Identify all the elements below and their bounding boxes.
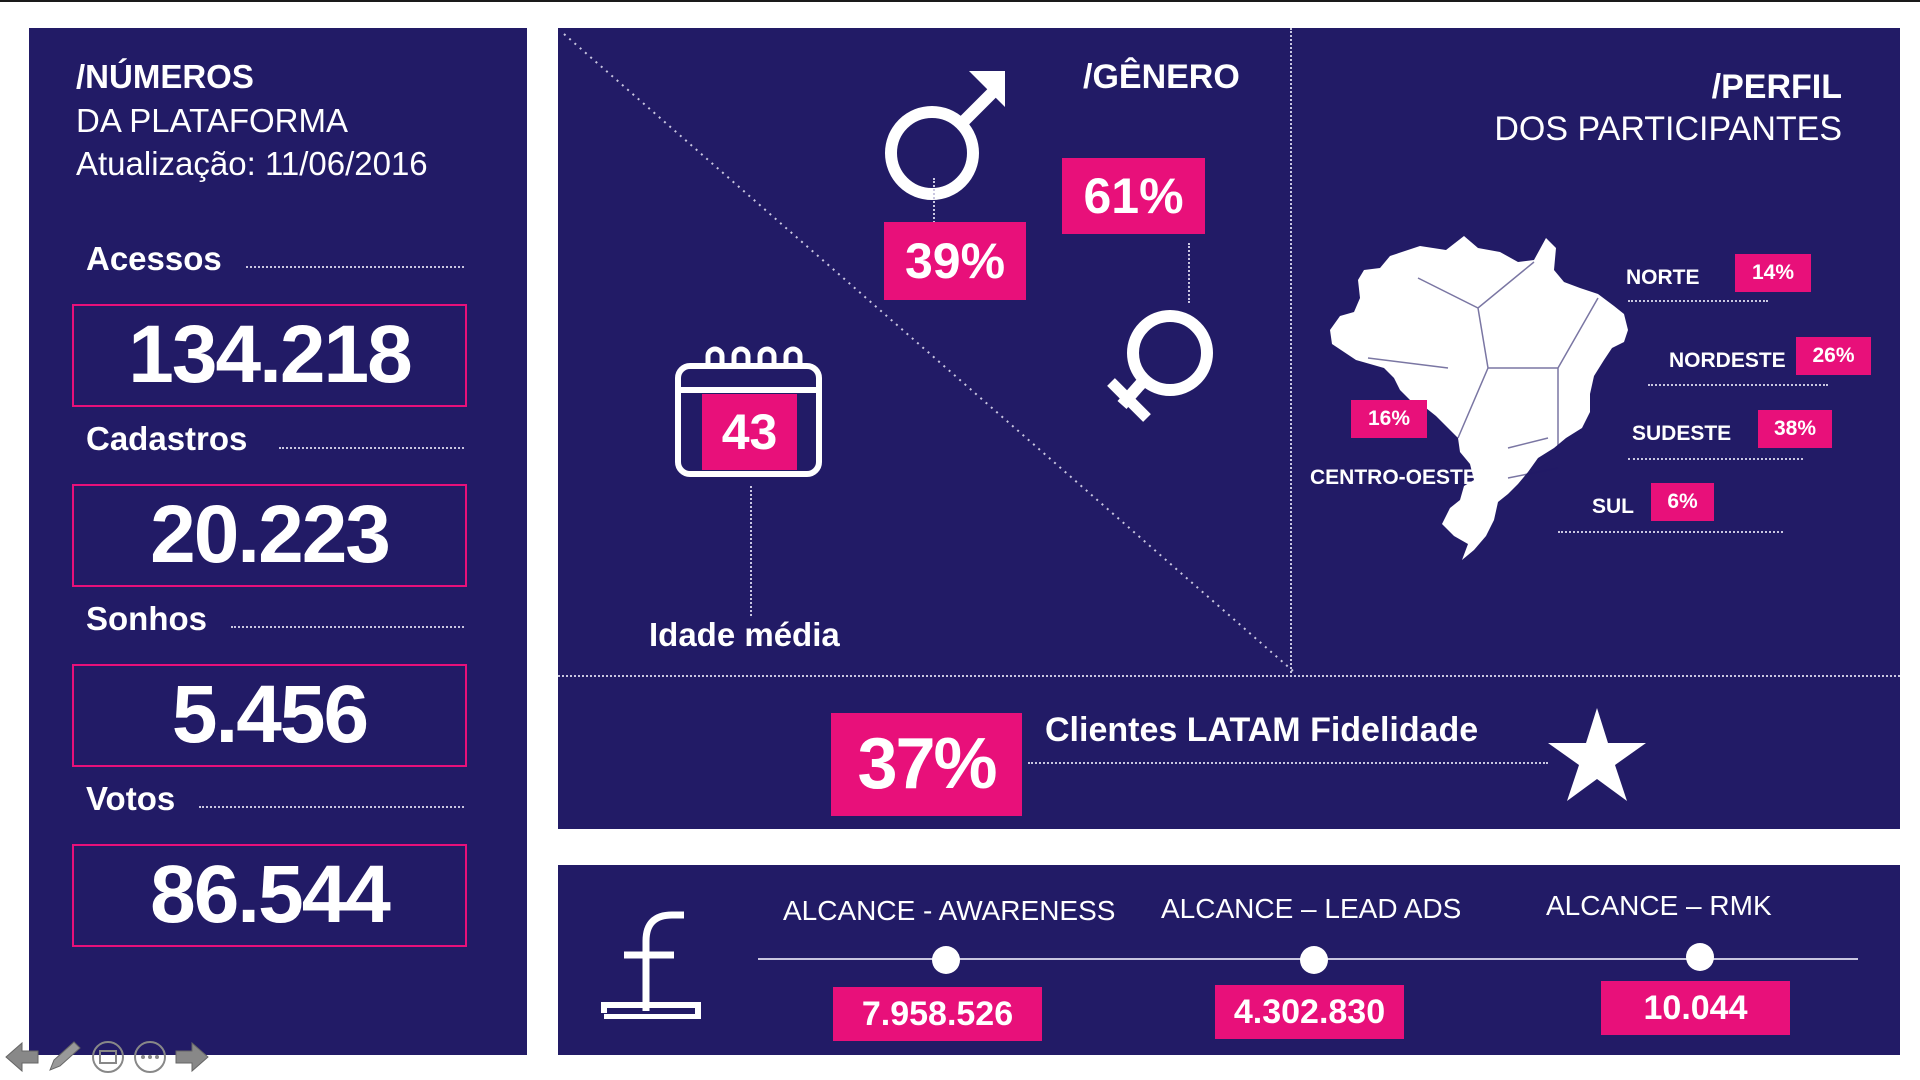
timeline-dot xyxy=(1300,946,1328,974)
numbers-panel: /NÚMEROS DA PLATAFORMA Atualização: 11/0… xyxy=(29,28,527,1055)
region-pct-centro-oeste: 16% xyxy=(1351,400,1427,438)
fb-value-rmk: 10.044 xyxy=(1601,981,1790,1035)
update-date: Atualização: 11/06/2016 xyxy=(76,145,428,182)
female-connector xyxy=(1188,243,1190,303)
dotted-leader xyxy=(199,806,464,808)
region-pct-sudeste: 38% xyxy=(1758,410,1832,448)
region-pct-sul: 6% xyxy=(1651,483,1714,521)
facebook-panel: ALCANCE - AWARENESS 7.958.526 ALCANCE – … xyxy=(558,865,1900,1055)
fb-label-awareness: ALCANCE - AWARENESS xyxy=(783,895,1116,926)
profile-title: /PERFIL xyxy=(1711,68,1842,106)
latam-label: Clientes LATAM Fidelidade xyxy=(1045,711,1479,749)
dotted-leader xyxy=(231,626,464,628)
fb-label-lead-ads: ALCANCE – LEAD ADS xyxy=(1161,893,1462,924)
vertical-divider xyxy=(1290,28,1292,673)
region-pct-nordeste: 26% xyxy=(1796,337,1871,375)
dotted-leader xyxy=(1028,762,1548,764)
male-symbol-icon xyxy=(885,71,1005,200)
top-border xyxy=(0,0,1920,2)
metric-label-votos: Votos xyxy=(86,780,176,817)
dotted-leader xyxy=(1628,458,1803,460)
dotted-leader xyxy=(279,447,464,449)
numbers-subtitle: DA PLATAFORMA xyxy=(76,102,348,139)
next-arrow-icon[interactable] xyxy=(174,1040,210,1074)
metric-value-sonhos: 5.456 xyxy=(72,664,467,767)
female-percentage: 61% xyxy=(1062,158,1205,234)
menu-icon[interactable] xyxy=(132,1040,168,1074)
region-label-nordeste: NORDESTE xyxy=(1669,349,1786,372)
age-value: 43 xyxy=(702,394,797,470)
fb-label-rmk: ALCANCE – RMK xyxy=(1546,890,1772,921)
metric-label-sonhos: Sonhos xyxy=(86,600,207,637)
dotted-leader xyxy=(1558,531,1783,533)
dotted-leader xyxy=(1628,300,1768,302)
metric-value-acessos: 134.218 xyxy=(72,304,467,407)
fb-value-lead-ads: 4.302.830 xyxy=(1215,985,1404,1039)
region-label-sudeste: SUDESTE xyxy=(1632,422,1732,445)
region-label-sul: SUL xyxy=(1592,495,1634,518)
region-pct-norte: 14% xyxy=(1735,254,1811,292)
metric-label-acessos: Acessos xyxy=(86,240,222,277)
diagonal-divider xyxy=(563,33,1294,672)
timeline-dot xyxy=(932,946,960,974)
profile-panel: /GÊNERO 39% 61% 43 Idade média /PERFIL D… xyxy=(558,28,1900,829)
gender-title: /GÊNERO xyxy=(1083,58,1240,96)
metric-value-cadastros: 20.223 xyxy=(72,484,467,587)
age-label: Idade média xyxy=(649,616,840,653)
metric-value-votos: 86.544 xyxy=(72,844,467,947)
screen-icon[interactable] xyxy=(90,1040,126,1074)
fb-value-awareness: 7.958.526 xyxy=(833,987,1042,1041)
numbers-title: /NÚMEROS xyxy=(76,58,254,95)
dotted-leader xyxy=(246,266,464,268)
prev-arrow-icon[interactable] xyxy=(4,1040,40,1074)
dotted-leader xyxy=(1648,384,1828,386)
region-label-centro-oeste: CENTRO-OESTE xyxy=(1310,466,1477,489)
region-label-norte: NORTE xyxy=(1626,266,1700,289)
pen-icon[interactable] xyxy=(46,1040,82,1074)
profile-subtitle: DOS PARTICIPANTES xyxy=(1494,110,1842,148)
horizontal-divider xyxy=(558,675,1900,677)
latam-percentage: 37% xyxy=(831,713,1022,816)
male-percentage: 39% xyxy=(884,222,1026,300)
metric-label-cadastros: Cadastros xyxy=(86,420,248,457)
star-icon xyxy=(1548,708,1646,801)
calendar-icon xyxy=(675,346,822,477)
female-symbol-icon xyxy=(1107,310,1213,422)
facebook-icon xyxy=(601,911,701,1019)
male-connector xyxy=(933,178,935,238)
timeline-dot xyxy=(1686,943,1714,971)
brazil-map-icon xyxy=(1330,236,1628,560)
age-connector xyxy=(750,486,752,616)
